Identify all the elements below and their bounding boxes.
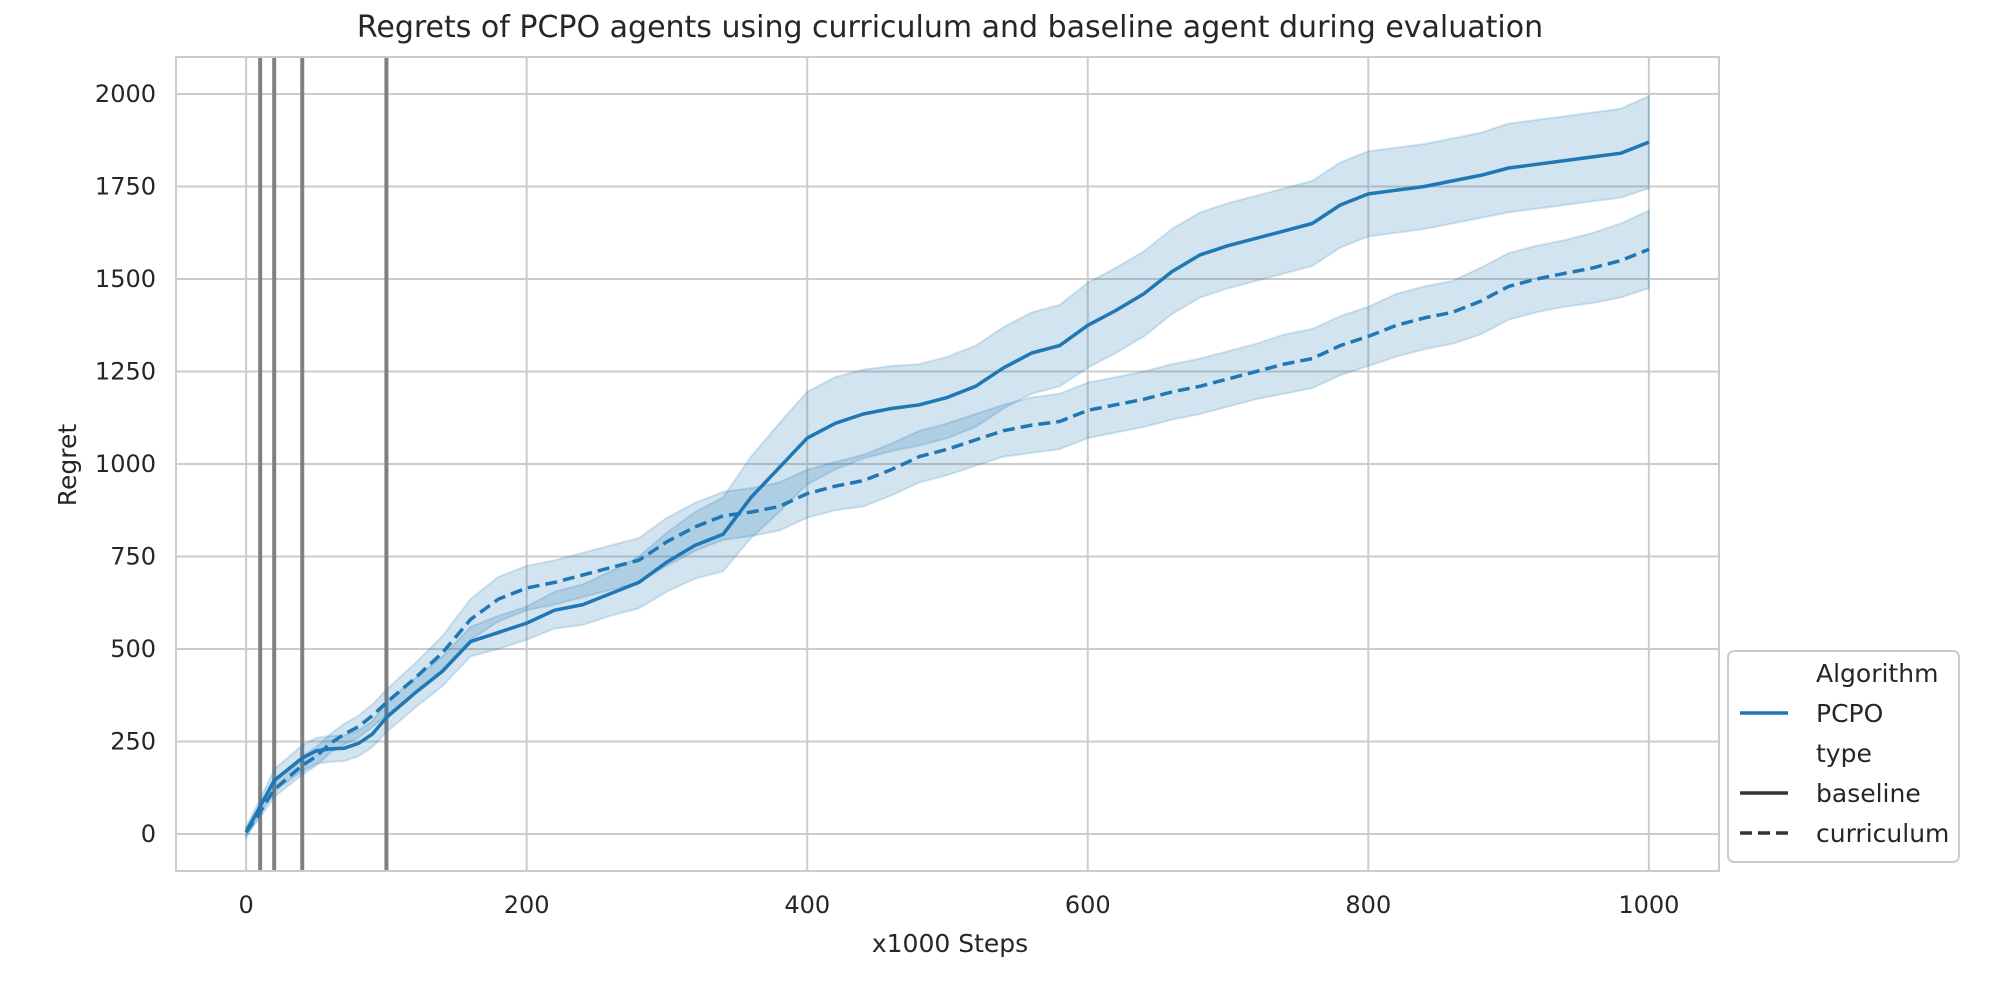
y-tick-label: 2000 — [95, 80, 156, 108]
x-tick-label: 1000 — [1618, 891, 1679, 919]
x-tick-label: 0 — [238, 891, 253, 919]
legend-label-type: type — [1816, 739, 1872, 768]
y-tick-label: 1250 — [95, 358, 156, 386]
legend-label-PCPO: PCPO — [1816, 699, 1883, 728]
y-tick-label: 750 — [110, 543, 156, 571]
y-tick-label: 500 — [110, 635, 156, 663]
y-axis-label: Regret — [53, 424, 82, 507]
confidence-band-curriculum — [245, 208, 1650, 839]
legend-label-curriculum: curriculum — [1816, 819, 1949, 848]
y-tick-label: 1500 — [95, 265, 156, 293]
series-line-curriculum — [244, 247, 1650, 834]
y-tick-label: 1750 — [95, 173, 156, 201]
chart-title: Regrets of PCPO agents using curriculum … — [357, 10, 1543, 45]
x-axis-label: x1000 Steps — [872, 929, 1028, 958]
confidence-band-baseline — [245, 94, 1650, 842]
series-line-baseline — [244, 140, 1650, 833]
legend-box — [1727, 650, 1960, 863]
x-tick-label: 400 — [784, 891, 830, 919]
x-tick-label: 200 — [504, 891, 550, 919]
x-tick-label: 600 — [1065, 891, 1111, 919]
y-tick-label: 0 — [141, 820, 156, 848]
legend-label-Algorithm: Algorithm — [1816, 659, 1938, 688]
plot-frame — [175, 56, 1720, 872]
x-tick-label: 800 — [1345, 891, 1391, 919]
legend-label-baseline: baseline — [1816, 779, 1921, 808]
y-tick-label: 1000 — [95, 450, 156, 478]
y-tick-label: 250 — [110, 728, 156, 756]
legend: Algorithm PCPO type baseline curriculum — [1727, 650, 1960, 863]
